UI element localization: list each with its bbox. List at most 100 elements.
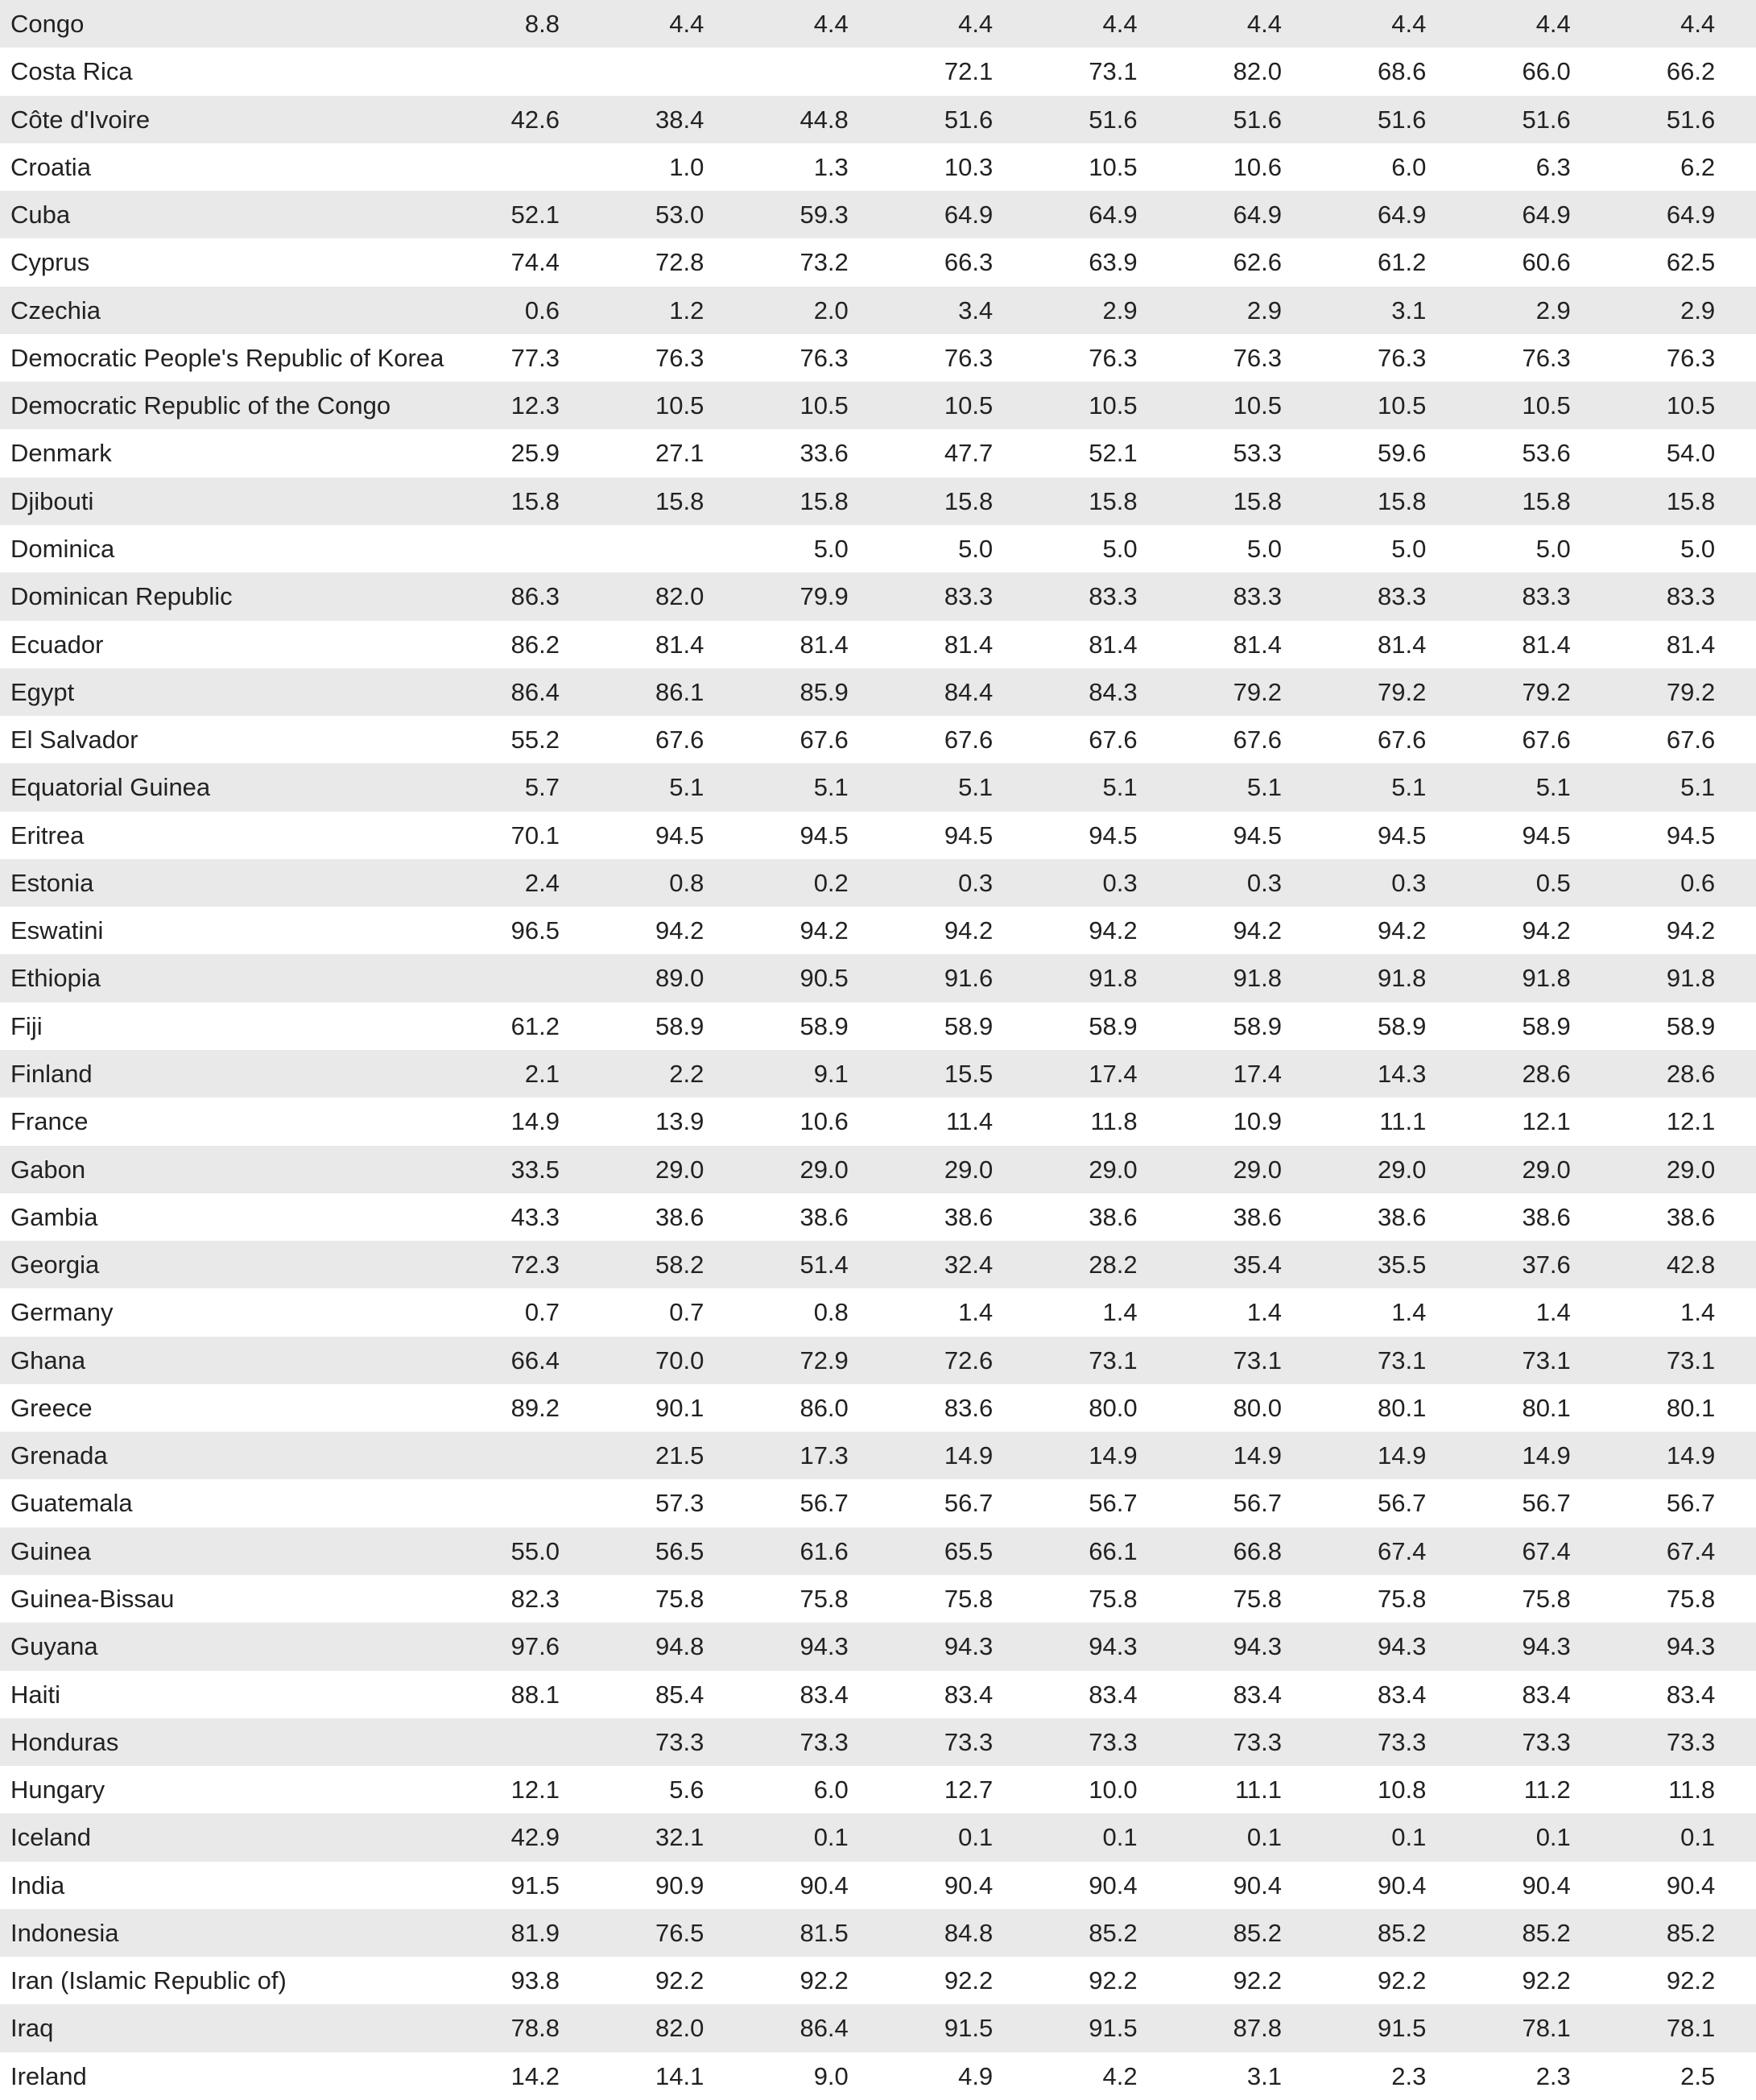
- value-cell: 94.2: [655, 916, 704, 945]
- value-cell: 81.4: [1378, 630, 1427, 659]
- value-cell: 38.6: [1233, 1202, 1282, 1231]
- value-cell: 76.3: [944, 343, 994, 372]
- value-cell: 35.4: [1233, 1250, 1282, 1279]
- value-cell: 82.0: [655, 582, 704, 611]
- value-cell: 4.4: [669, 10, 704, 38]
- value-cell: 1.3: [813, 152, 849, 181]
- value-cell: 1.4: [1535, 1298, 1571, 1327]
- value-cell: 25.9: [510, 439, 560, 468]
- value-cell: 92.2: [1666, 1966, 1716, 1995]
- value-cell: 83.4: [1089, 1680, 1138, 1709]
- value-cell: 1.4: [1680, 1298, 1716, 1327]
- value-cell: 61.6: [799, 1536, 849, 1565]
- value-cell: 90.4: [1089, 1871, 1138, 1900]
- value-cell: 81.5: [799, 1918, 849, 1947]
- value-cell: 29.0: [1522, 1155, 1571, 1184]
- value-cell: 58.9: [1233, 1011, 1282, 1040]
- value-cell: 2.9: [1102, 296, 1138, 325]
- value-cell: 5.0: [813, 535, 849, 563]
- value-cell: 94.3: [1378, 1632, 1427, 1661]
- table-row: Grenada 21.5 17.3 14.9 14.9 14.9 14.9 14.9 14.9: [0, 1432, 1756, 1480]
- value-cell: 56.7: [799, 1489, 849, 1518]
- country-name: Cuba: [10, 200, 71, 229]
- value-cell: 51.6: [944, 105, 994, 134]
- value-cell: 10.5: [799, 391, 849, 420]
- value-cell: 80.1: [1378, 1393, 1427, 1422]
- value-cell: 85.4: [655, 1680, 704, 1709]
- table-row: Denmark 25.9 27.1 33.6 47.7 52.1 53.3 59.6 53.6 5…: [0, 429, 1756, 477]
- value-cell: 11.4: [946, 1107, 994, 1136]
- value-cell: 91.8: [1378, 964, 1427, 993]
- value-cell: 58.9: [799, 1011, 849, 1040]
- table-row: Iran (Islamic Republic of) 93.8 92.2 92.2 92…: [0, 1957, 1756, 2004]
- table-row: Ethiopia 89.0 90.5 91.6 91.8 91.8 91.8 91.8 91.8: [0, 954, 1756, 1002]
- value-cell: 37.6: [1522, 1250, 1571, 1279]
- table-row: Hungary 12.1 5.6 6.0 12.7 10.0 11.1 10.8 11.2 11.…: [0, 1766, 1756, 1813]
- country-name: Ghana: [10, 1346, 86, 1375]
- table-row: Guinea-Bissau 82.3 75.8 75.8 75.8 75.8 75.8 75.…: [0, 1575, 1756, 1623]
- value-cell: 81.4: [1089, 630, 1138, 659]
- value-cell: 94.5: [944, 821, 994, 850]
- value-cell: 75.8: [799, 1585, 849, 1613]
- value-cell: 5.1: [1680, 773, 1716, 802]
- value-cell: 5.0: [1246, 535, 1282, 563]
- value-cell: 29.0: [944, 1155, 994, 1184]
- value-cell: 2.9: [1535, 296, 1571, 325]
- value-cell: 79.9: [799, 582, 849, 611]
- value-cell: 90.4: [1522, 1871, 1571, 1900]
- value-cell: 94.5: [1522, 821, 1571, 850]
- value-cell: 42.6: [510, 105, 560, 134]
- table-row: Dominican Republic 86.3 82.0 79.9 83.3 83.3 83…: [0, 573, 1756, 621]
- value-cell: 4.9: [958, 2061, 994, 2090]
- value-cell: 0.6: [524, 296, 560, 325]
- value-cell: 0.1: [1680, 1823, 1716, 1852]
- value-cell: 64.9: [1666, 200, 1716, 229]
- value-cell: 38.6: [1378, 1202, 1427, 1231]
- value-cell: 14.9: [1666, 1441, 1716, 1470]
- value-cell: 1.4: [1391, 1298, 1427, 1327]
- country-name: Grenada: [10, 1441, 108, 1470]
- value-cell: 73.3: [655, 1727, 704, 1756]
- value-cell: 72.3: [510, 1250, 560, 1279]
- value-cell: 73.1: [1522, 1346, 1571, 1375]
- value-cell: 58.9: [1089, 1011, 1138, 1040]
- value-cell: 47.7: [944, 439, 994, 468]
- value-cell: 38.4: [655, 105, 704, 134]
- value-cell: 56.5: [655, 1536, 704, 1565]
- value-cell: 92.2: [1378, 1966, 1427, 1995]
- country-name: Hungary: [10, 1775, 105, 1804]
- value-cell: 14.9: [944, 1441, 994, 1470]
- value-cell: 15.8: [655, 486, 704, 515]
- table-row: Djibouti 15.8 15.8 15.8 15.8 15.8 15.8 15.8 15.8…: [0, 477, 1756, 525]
- value-cell: 17.4: [1089, 1060, 1138, 1088]
- value-cell: 14.9: [1522, 1441, 1571, 1470]
- value-cell: 6.0: [1391, 152, 1427, 181]
- value-cell: 0.1: [1246, 1823, 1282, 1852]
- value-cell: 72.6: [944, 1346, 994, 1375]
- value-cell: 57.3: [655, 1489, 704, 1518]
- value-cell: 12.1: [510, 1775, 560, 1804]
- value-cell: 10.5: [655, 391, 704, 420]
- table-row: Finland 2.1 2.2 9.1 15.5 17.4 17.4 14.3 28.6 28.6: [0, 1050, 1756, 1098]
- value-cell: 76.3: [1666, 343, 1716, 372]
- value-cell: 4.2: [1102, 2061, 1138, 2090]
- value-cell: 33.6: [799, 439, 849, 468]
- value-cell: 85.2: [1233, 1918, 1282, 1947]
- value-cell: 10.8: [1378, 1775, 1427, 1804]
- value-cell: 5.1: [1535, 773, 1571, 802]
- country-name: Honduras: [10, 1727, 119, 1756]
- country-name: Guatemala: [10, 1489, 133, 1518]
- value-cell: 94.5: [1089, 821, 1138, 850]
- value-cell: 56.7: [944, 1489, 994, 1518]
- value-cell: 53.0: [655, 200, 704, 229]
- value-cell: 83.3: [1233, 582, 1282, 611]
- value-cell: 42.8: [1666, 1250, 1716, 1279]
- value-cell: 1.4: [958, 1298, 994, 1327]
- table-row: Estonia 2.4 0.8 0.2 0.3 0.3 0.3 0.3 0.5 0.6: [0, 858, 1756, 907]
- value-cell: 44.8: [799, 105, 849, 134]
- value-cell: 64.9: [1233, 200, 1282, 229]
- value-cell: 14.2: [510, 2061, 560, 2090]
- value-cell: 6.2: [1680, 152, 1716, 181]
- value-cell: 58.9: [1378, 1011, 1427, 1040]
- value-cell: 53.3: [1233, 439, 1282, 468]
